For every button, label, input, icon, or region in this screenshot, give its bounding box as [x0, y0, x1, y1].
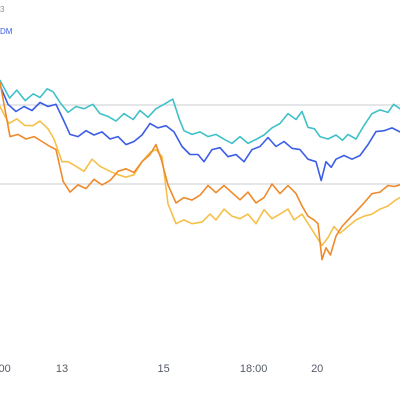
- series-line-3[interactable]: [0, 105, 400, 247]
- series-line-4[interactable]: [0, 81, 400, 261]
- x-tick-label: 18:00: [240, 363, 268, 375]
- gridlines: [0, 104, 400, 185]
- series-line-1[interactable]: [0, 79, 400, 145]
- legend-item-label: 3: [0, 5, 5, 14]
- legend-item-label: DM: [0, 27, 13, 36]
- x-tick-label: 15: [157, 363, 169, 375]
- legend-item[interactable]: 3: [0, 6, 4, 14]
- x-tick-label: 20: [311, 363, 323, 375]
- x-axis-ticks: 8:00 13 15 18:00 20: [0, 363, 323, 375]
- legend-item[interactable]: DM: [0, 28, 12, 36]
- x-tick-label: 8:00: [0, 363, 11, 375]
- x-tick-label: 13: [56, 363, 68, 375]
- series-line-2[interactable]: [0, 84, 400, 182]
- series-lines: [0, 79, 400, 261]
- legend: 3 DM: [0, 0, 60, 40]
